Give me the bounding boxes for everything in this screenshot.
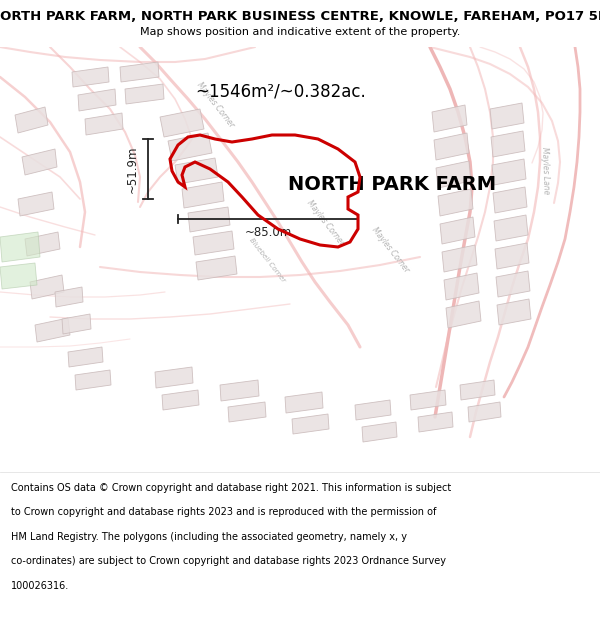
Polygon shape xyxy=(55,287,83,307)
Text: Bluebell Corner: Bluebell Corner xyxy=(248,237,286,283)
Polygon shape xyxy=(228,402,266,422)
Polygon shape xyxy=(446,301,481,328)
Polygon shape xyxy=(497,299,531,325)
Polygon shape xyxy=(438,189,473,216)
Polygon shape xyxy=(490,103,524,129)
Polygon shape xyxy=(62,314,91,334)
Polygon shape xyxy=(491,131,525,157)
Text: HM Land Registry. The polygons (including the associated geometry, namely x, y: HM Land Registry. The polygons (includin… xyxy=(11,532,407,542)
Polygon shape xyxy=(182,182,224,208)
Text: ~51.9m: ~51.9m xyxy=(125,145,139,192)
Polygon shape xyxy=(292,414,329,434)
Polygon shape xyxy=(25,232,60,256)
Polygon shape xyxy=(188,207,230,232)
Polygon shape xyxy=(468,402,501,422)
Polygon shape xyxy=(35,318,70,342)
Text: NORTH PARK FARM: NORTH PARK FARM xyxy=(288,176,496,194)
Polygon shape xyxy=(0,232,40,262)
Text: Contains OS data © Crown copyright and database right 2021. This information is : Contains OS data © Crown copyright and d… xyxy=(11,482,451,492)
Polygon shape xyxy=(22,149,57,175)
Text: Mayles Corner: Mayles Corner xyxy=(305,198,346,247)
Text: ~85.0m: ~85.0m xyxy=(244,226,292,239)
Polygon shape xyxy=(410,390,446,410)
Polygon shape xyxy=(460,380,495,400)
Polygon shape xyxy=(220,380,259,401)
Text: 100026316.: 100026316. xyxy=(11,581,69,591)
Polygon shape xyxy=(85,113,123,135)
Polygon shape xyxy=(78,89,116,111)
Polygon shape xyxy=(496,271,530,297)
Text: Mayles Corner: Mayles Corner xyxy=(370,225,411,274)
Text: co-ordinates) are subject to Crown copyright and database rights 2023 Ordnance S: co-ordinates) are subject to Crown copyr… xyxy=(11,556,446,566)
Polygon shape xyxy=(193,231,234,255)
Text: to Crown copyright and database rights 2023 and is reproduced with the permissio: to Crown copyright and database rights 2… xyxy=(11,508,436,518)
Text: NORTH PARK FARM, NORTH PARK BUSINESS CENTRE, KNOWLE, FAREHAM, PO17 5LJ: NORTH PARK FARM, NORTH PARK BUSINESS CEN… xyxy=(0,11,600,23)
Polygon shape xyxy=(493,187,527,213)
Polygon shape xyxy=(68,347,103,367)
Polygon shape xyxy=(492,159,526,185)
Polygon shape xyxy=(168,133,212,161)
Polygon shape xyxy=(18,192,54,216)
Text: Map shows position and indicative extent of the property.: Map shows position and indicative extent… xyxy=(140,27,460,37)
Polygon shape xyxy=(75,370,111,390)
Polygon shape xyxy=(434,133,469,160)
Text: Mayles Lane: Mayles Lane xyxy=(540,146,551,194)
Text: ~1546m²/~0.382ac.: ~1546m²/~0.382ac. xyxy=(195,83,366,101)
Polygon shape xyxy=(494,215,528,241)
Polygon shape xyxy=(196,256,237,280)
Polygon shape xyxy=(0,263,37,289)
Polygon shape xyxy=(160,109,204,137)
Polygon shape xyxy=(444,273,479,300)
Polygon shape xyxy=(120,62,159,82)
Polygon shape xyxy=(155,367,193,388)
Polygon shape xyxy=(355,400,391,420)
Polygon shape xyxy=(15,107,48,133)
Polygon shape xyxy=(418,412,453,432)
Polygon shape xyxy=(125,84,164,104)
Polygon shape xyxy=(442,245,477,272)
Polygon shape xyxy=(162,390,199,410)
Polygon shape xyxy=(495,243,529,269)
Polygon shape xyxy=(436,161,471,188)
Polygon shape xyxy=(432,105,467,132)
Polygon shape xyxy=(440,217,475,244)
Polygon shape xyxy=(175,158,218,184)
Polygon shape xyxy=(72,67,109,87)
Polygon shape xyxy=(285,392,323,413)
Polygon shape xyxy=(30,275,64,299)
Text: Mayles Corner: Mayles Corner xyxy=(195,80,236,129)
Polygon shape xyxy=(362,422,397,442)
